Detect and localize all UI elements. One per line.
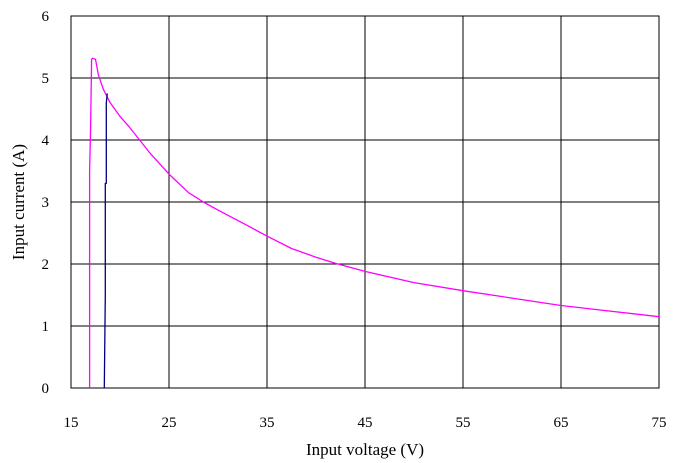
x-tick-label: 55 <box>456 415 471 431</box>
y-tick-labels: 0 1 2 3 4 5 6 <box>42 9 50 397</box>
x-tick-label: 65 <box>554 415 569 431</box>
x-tick-label: 25 <box>162 415 177 431</box>
x-tick-label: 35 <box>260 415 275 431</box>
grid-lines <box>70 15 660 389</box>
x-tick-label: 45 <box>358 415 373 431</box>
series-layer <box>88 57 660 389</box>
y-tick-label: 2 <box>42 257 50 273</box>
y-tick-label: 1 <box>42 319 50 335</box>
x-tick-label: 15 <box>64 415 79 431</box>
y-tick-label: 5 <box>42 71 50 87</box>
y-tick-label: 3 <box>42 195 50 211</box>
y-tick-label: 4 <box>42 133 50 149</box>
x-tick-labels: 15 25 35 45 55 65 75 <box>64 415 667 431</box>
y-tick-label: 6 <box>42 9 50 25</box>
plot-area-frame <box>70 15 660 389</box>
y-tick-label: 0 <box>42 381 50 397</box>
y-axis-label: Input current (A) <box>9 144 28 260</box>
series-line-1 <box>88 57 660 388</box>
series-line-2 <box>103 93 108 389</box>
x-tick-label: 75 <box>652 415 667 431</box>
x-axis-label: Input voltage (V) <box>306 440 424 459</box>
